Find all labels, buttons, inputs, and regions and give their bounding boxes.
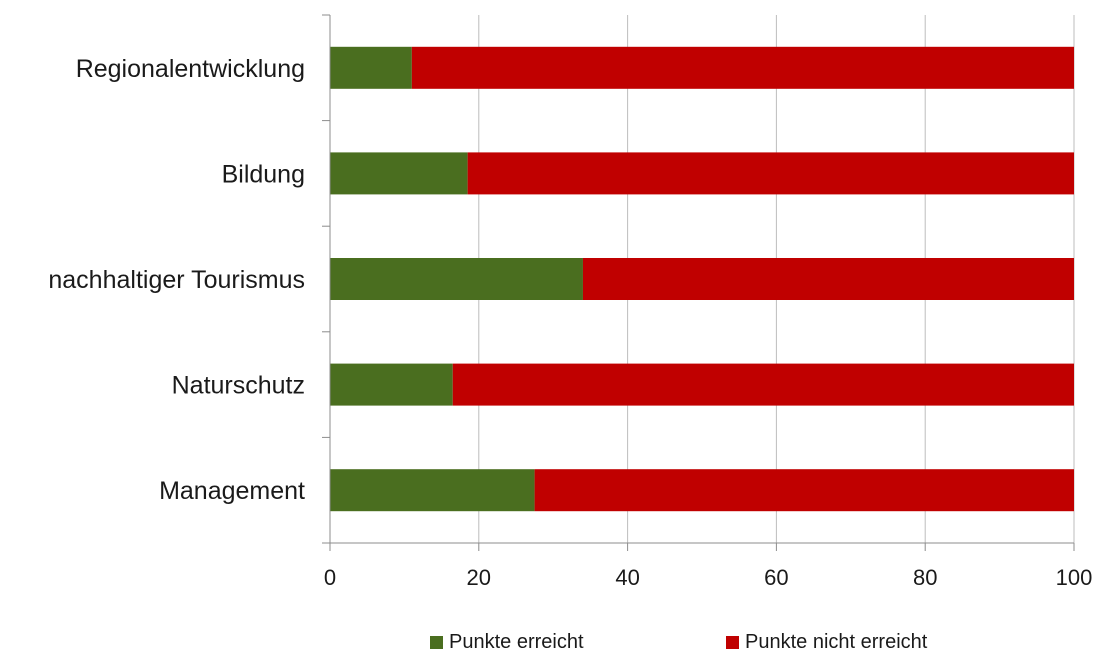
legend-swatch-nicht-erreicht	[726, 636, 739, 649]
bar-erreicht	[330, 258, 583, 300]
x-tick-label: 20	[467, 565, 491, 590]
x-tick-label: 80	[913, 565, 937, 590]
legend: Punkte erreicht Punkte nicht erreicht	[0, 631, 1102, 659]
bar-nicht-erreicht	[452, 363, 1074, 406]
category-label: Regionalentwicklung	[76, 55, 305, 83]
x-tick-label: 40	[615, 565, 639, 590]
axes	[322, 14, 1075, 551]
bar-nicht-erreicht	[534, 469, 1074, 512]
bar-erreicht	[330, 152, 468, 195]
stacked-bar-chart: 0 20 40 60 80 100 Regionalentwicklung Bildung n…	[48, 14, 1092, 590]
category-label: Bildung	[222, 160, 305, 188]
bar-nicht-erreicht	[467, 152, 1074, 195]
x-tick-labels: 0 20 40 60 80 100	[324, 565, 1092, 590]
legend-label-nicht-erreicht: Punkte nicht erreicht	[745, 631, 928, 653]
bar-erreicht	[330, 469, 535, 512]
x-tick-label: 100	[1056, 565, 1093, 590]
category-label: Naturschutz	[172, 372, 305, 400]
bar-erreicht	[330, 363, 453, 406]
bar-nicht-erreicht	[411, 46, 1075, 89]
category-label: nachhaltiger Tourismus	[48, 266, 305, 294]
bar-erreicht	[330, 46, 412, 89]
bar-nicht-erreicht	[582, 258, 1074, 300]
x-tick-label: 0	[324, 565, 336, 590]
legend-swatch-erreicht	[430, 636, 443, 649]
category-labels: Regionalentwicklung Bildung nachhaltiger T…	[48, 55, 305, 505]
legend-item-erreicht: Punkte erreicht	[430, 631, 584, 654]
category-label: Management	[159, 477, 305, 505]
legend-item-nicht-erreicht: Punkte nicht erreicht	[726, 631, 927, 654]
legend-label-erreicht: Punkte erreicht	[449, 631, 584, 653]
bars	[330, 46, 1075, 512]
x-tick-label: 60	[764, 565, 788, 590]
